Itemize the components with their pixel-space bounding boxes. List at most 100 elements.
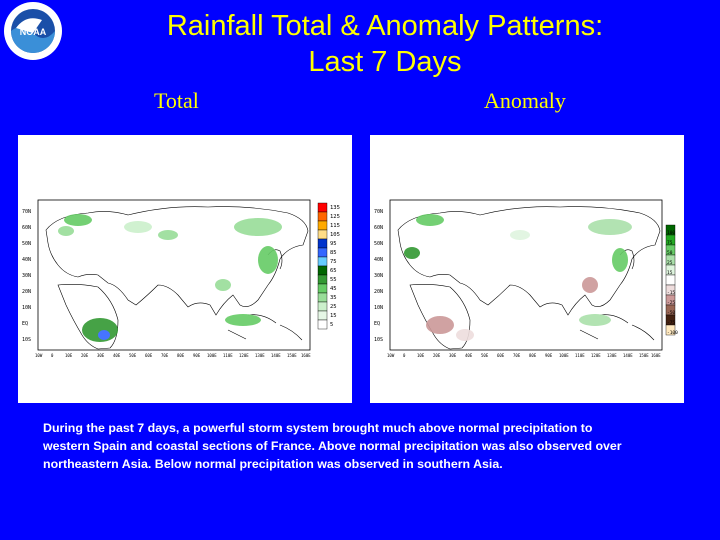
- total-map-svg: 70N 60N 50N 40N 30N 20N 10N EQ 10S 10W 0…: [22, 199, 340, 358]
- lon-tick: 120E: [239, 353, 249, 358]
- legend-value: 5: [330, 322, 333, 328]
- lon-tick: 60E: [145, 353, 153, 358]
- lat-tick: 10S: [22, 337, 31, 343]
- lat-tick: EQ: [374, 321, 380, 327]
- lon-tick: 30E: [97, 353, 105, 358]
- lon-tick: 110E: [575, 353, 585, 358]
- anomaly-label: Anomaly: [484, 88, 566, 113]
- legend-value: -25: [667, 300, 675, 306]
- lat-tick: 50N: [374, 241, 383, 247]
- lon-tick: 140E: [271, 353, 281, 358]
- lon-tick: 90E: [193, 353, 201, 358]
- lon-tick: 30E: [449, 353, 457, 358]
- lon-tick: 20E: [81, 353, 89, 358]
- lat-tick: 10S: [374, 337, 383, 343]
- lat-tick: EQ: [22, 321, 28, 327]
- lon-tick: 90E: [545, 353, 553, 358]
- title-line-2: Last 7 Days: [308, 46, 462, 78]
- caption-line-3: northeastern Asia. Below normal precipit…: [43, 457, 503, 471]
- anomaly-rainfall-map: 70N 60N 50N 40N 30N 20N 10N EQ 10S 10W 0…: [370, 135, 684, 403]
- legend-value: 35: [330, 295, 337, 301]
- legend-value: -15: [667, 290, 675, 296]
- legend-value: 65: [330, 268, 337, 274]
- legend-value: 135: [330, 205, 340, 211]
- lon-tick: 10W: [387, 353, 395, 358]
- lon-tick: 50E: [129, 353, 137, 358]
- lat-tick: 70N: [374, 209, 383, 215]
- slide-title: Rainfall Total & Anomaly Patterns: Last …: [90, 8, 680, 80]
- lon-tick: 80E: [177, 353, 185, 358]
- lon-tick: 0: [51, 353, 54, 358]
- total-map-legend: 135 125 115 105 95 85 75 65 55 45 35 25 …: [317, 202, 340, 330]
- legend-value: 75: [330, 259, 337, 265]
- lon-tick: 50E: [481, 353, 489, 358]
- anomaly-map-legend: 100 75 50 25 15 -15 -25 -50 -75 -100: [665, 224, 678, 336]
- noaa-logo-text: NOAA: [20, 27, 47, 37]
- lat-tick: 70N: [22, 209, 31, 215]
- lon-tick: 80E: [529, 353, 537, 358]
- caption-line-2: western Spain and coastal sections of Fr…: [43, 439, 622, 453]
- legend-value: 15: [330, 313, 337, 319]
- lat-tick: 30N: [374, 273, 383, 279]
- total-map-precip: [58, 214, 282, 342]
- anomaly-map-svg: 70N 60N 50N 40N 30N 20N 10N EQ 10S 10W 0…: [374, 199, 678, 358]
- lon-tick: 40E: [113, 353, 121, 358]
- legend-value: -75: [667, 320, 675, 326]
- total-map-lon-ticks: 10W 0 10E 20E 30E 40E 50E 60E 70E 80E 90…: [35, 353, 311, 358]
- lat-tick: 10N: [374, 305, 383, 311]
- lon-tick: 130E: [255, 353, 265, 358]
- lon-tick: 140E: [623, 353, 633, 358]
- lat-tick: 50N: [22, 241, 31, 247]
- lon-tick: 10E: [417, 353, 425, 358]
- lon-tick: 130E: [607, 353, 617, 358]
- legend-value: -50: [667, 310, 675, 316]
- caption-line-1: During the past 7 days, a powerful storm…: [43, 421, 593, 435]
- legend-value: 75: [667, 240, 673, 246]
- summary-caption: During the past 7 days, a powerful storm…: [43, 419, 693, 473]
- legend-value: 25: [667, 260, 673, 266]
- lon-tick: 120E: [591, 353, 601, 358]
- legend-value: 55: [330, 277, 337, 283]
- anomaly-map-lat-ticks: 70N 60N 50N 40N 30N 20N 10N EQ 10S: [374, 209, 383, 343]
- lon-tick: 40E: [465, 353, 473, 358]
- lat-tick: 40N: [374, 257, 383, 263]
- lat-tick: 60N: [374, 225, 383, 231]
- lon-tick: 100E: [559, 353, 569, 358]
- legend-value: -100: [667, 330, 678, 336]
- legend-value: 15: [667, 270, 673, 276]
- lon-tick: 0: [403, 353, 406, 358]
- lon-tick: 10W: [35, 353, 43, 358]
- lon-tick: 100E: [207, 353, 217, 358]
- noaa-logo: NOAA: [2, 0, 64, 62]
- legend-value: 125: [330, 214, 340, 220]
- legend-value: 45: [330, 286, 337, 292]
- lat-tick: 60N: [22, 225, 31, 231]
- lon-tick: 70E: [513, 353, 521, 358]
- lat-tick: 20N: [22, 289, 31, 295]
- legend-value: 85: [330, 250, 337, 256]
- lat-tick: 20N: [374, 289, 383, 295]
- lon-tick: 150E: [287, 353, 297, 358]
- total-map-lat-ticks: 70N 60N 50N 40N 30N 20N 10N EQ 10S: [22, 209, 31, 343]
- total-rainfall-map: 70N 60N 50N 40N 30N 20N 10N EQ 10S 10W 0…: [18, 135, 352, 403]
- legend-value: 105: [330, 232, 340, 238]
- lon-tick: 110E: [223, 353, 233, 358]
- legend-value: 100: [667, 230, 675, 236]
- legend-value: 50: [667, 250, 673, 256]
- lon-tick: 20E: [433, 353, 441, 358]
- lat-tick: 40N: [22, 257, 31, 263]
- lat-tick: 30N: [22, 273, 31, 279]
- lat-tick: 10N: [22, 305, 31, 311]
- lon-tick: 70E: [161, 353, 169, 358]
- lon-tick: 10E: [65, 353, 73, 358]
- anomaly-map-lon-ticks: 10W 0 10E 20E 30E 40E 50E 60E 70E 80E 90…: [387, 353, 661, 358]
- total-label: Total: [154, 88, 199, 113]
- lon-tick: 160E: [651, 353, 661, 358]
- lon-tick: 60E: [497, 353, 505, 358]
- legend-value: 95: [330, 241, 337, 247]
- lon-tick: 150E: [639, 353, 649, 358]
- legend-value: 25: [330, 304, 337, 310]
- title-line-1: Rainfall Total & Anomaly Patterns:: [166, 10, 604, 42]
- anomaly-map-precip: [404, 214, 632, 341]
- lon-tick: 160E: [301, 353, 311, 358]
